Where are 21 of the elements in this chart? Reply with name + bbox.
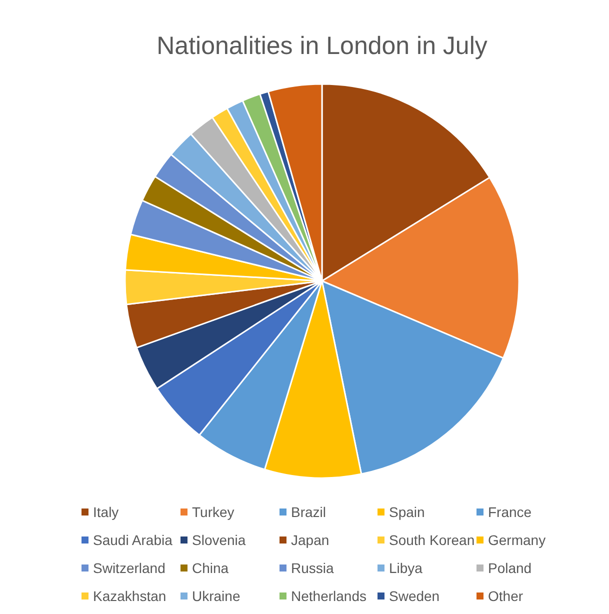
legend-label: Other	[488, 588, 524, 604]
legend-label: Turkey	[192, 504, 234, 520]
legend-label: Ukraine	[192, 588, 240, 604]
legend-label: Russia	[291, 560, 334, 576]
legend-label: Japan	[291, 532, 330, 548]
legend-label: Spain	[389, 504, 425, 520]
legend-label: China	[192, 560, 229, 576]
legend-label: Kazakhstan	[93, 588, 166, 604]
legend-label: Saudi Arabia	[93, 532, 173, 548]
legend-label: France	[488, 504, 532, 520]
legend-label: Netherlands	[291, 588, 366, 604]
legend-label: Switzerland	[93, 560, 166, 576]
chart-title: Nationalities in London in July	[156, 32, 488, 60]
legend-label: Italy	[93, 504, 119, 520]
legend-label: Slovenia	[192, 532, 246, 548]
legend-label: Libya	[389, 560, 423, 576]
legend-label: South Korean	[389, 532, 475, 548]
legend-label: Brazil	[291, 504, 326, 520]
legend-label: Sweden	[389, 588, 440, 604]
legend-label: Germany	[488, 532, 546, 548]
legend-label: Poland	[488, 560, 532, 576]
